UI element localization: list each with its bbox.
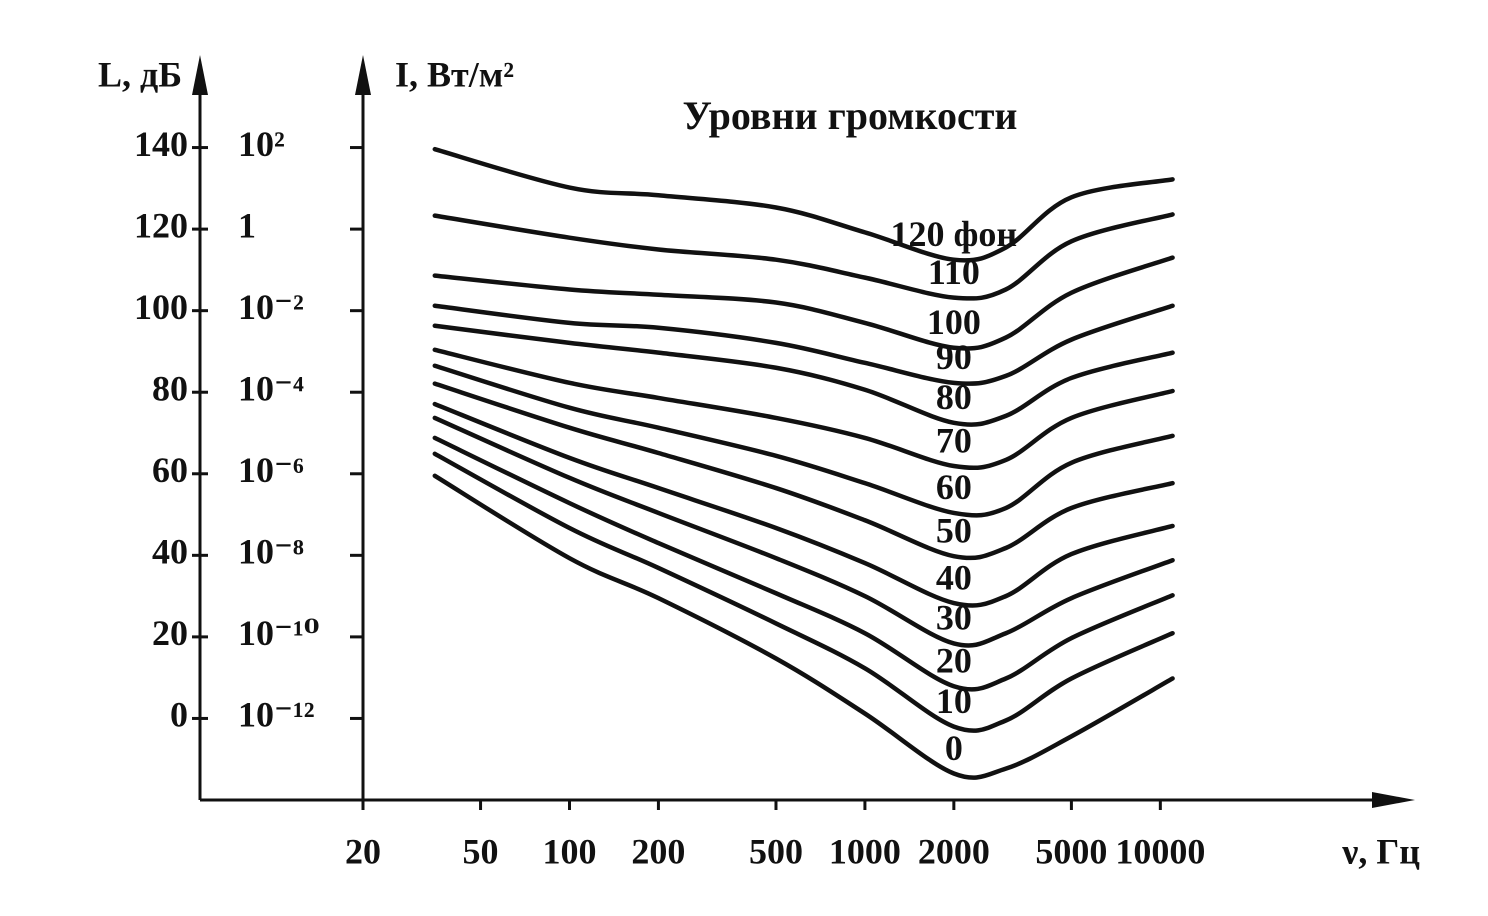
loudness-curve [432, 323, 1175, 427]
y2-tick-label: 10⁻⁶ [238, 450, 304, 490]
curve-label: 0 [945, 728, 963, 768]
y-tick-label: 120 [134, 205, 188, 245]
y2-tick-label: 10⁻⁴ [238, 368, 304, 408]
curve-label: 50 [936, 510, 972, 550]
curve-label: 30 [936, 598, 972, 638]
loudness-curve [432, 415, 1175, 648]
loudness-curve [432, 212, 1175, 301]
loudness-curve [432, 255, 1175, 351]
y2-tick-label: 10⁻¹² [238, 695, 315, 735]
curve-label: 100 [927, 302, 981, 342]
curve-label: 70 [936, 420, 972, 460]
y2-tick-label: 10⁻¹⁰ [238, 613, 320, 653]
curve-label: 80 [936, 377, 972, 417]
curve-label: 40 [936, 557, 972, 597]
x-axis-label: ν, Гц [1341, 831, 1420, 871]
y-axis-label: L, дБ [98, 54, 182, 94]
x-tick-label: 100 [542, 831, 596, 871]
loudness-curve [432, 435, 1175, 692]
y2-tick-label: 1 [238, 205, 256, 245]
loudness-curve [432, 381, 1175, 561]
loudness-curve [432, 401, 1175, 608]
loudness-curve [432, 303, 1175, 386]
y-tick-label: 40 [152, 532, 188, 572]
x-tick-label: 50 [463, 831, 499, 871]
y-tick-label: 80 [152, 368, 188, 408]
x-tick-label: 200 [631, 831, 685, 871]
l-axis-arrow [192, 55, 208, 95]
y-tick-label: 100 [134, 287, 188, 327]
chart-title: Уровни громкости [683, 93, 1018, 138]
y-tick-label: 60 [152, 450, 188, 490]
x-tick-label: 2000 [918, 831, 990, 871]
curve-label: 110 [928, 252, 980, 292]
loudness-curve [432, 451, 1175, 733]
loudness-curve [432, 473, 1175, 780]
y2-tick-label: 10⁻⁸ [238, 532, 304, 572]
y2-axis-label: I, Вт/м² [395, 54, 514, 94]
x-tick-label: 20 [345, 831, 381, 871]
curve-label: 10 [936, 681, 972, 721]
x-tick-label: 1000 [829, 831, 901, 871]
x-axis-arrow [1372, 792, 1415, 808]
y-tick-label: 0 [170, 695, 188, 735]
curve-label: 20 [936, 640, 972, 680]
x-tick-label: 10000 [1115, 831, 1205, 871]
x-tick-label: 5000 [1035, 831, 1107, 871]
i-axis-arrow [355, 55, 371, 95]
y-tick-label: 140 [134, 124, 188, 164]
y-tick-label: 20 [152, 613, 188, 653]
curve-label: 120 фон [891, 214, 1018, 254]
x-tick-label: 500 [749, 831, 803, 871]
loudness-curve [432, 347, 1175, 471]
loudness-curve [432, 146, 1175, 263]
curve-label: 90 [936, 337, 972, 377]
y2-tick-label: 10² [238, 124, 285, 164]
curve-label: 60 [936, 467, 972, 507]
y2-tick-label: 10⁻² [238, 287, 304, 327]
loudness-curve [432, 363, 1175, 518]
